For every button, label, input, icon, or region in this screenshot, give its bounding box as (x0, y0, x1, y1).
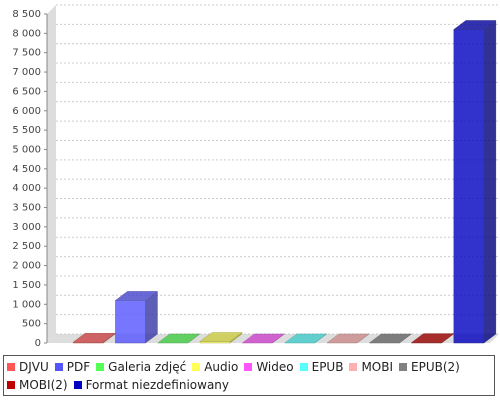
legend-item: MOBI (349, 358, 393, 376)
legend-item: PDF (54, 358, 91, 376)
legend-label: Wideo (256, 360, 294, 374)
y-tick-label: 3 000 (12, 222, 41, 233)
legend-label: Galeria zdjęć (108, 360, 187, 374)
y-tick-label: 6 000 (12, 106, 41, 117)
y-tick-label: 1 000 (12, 299, 41, 310)
bar (410, 333, 455, 344)
y-tick-label: 7 000 (12, 67, 41, 78)
left-wall (47, 5, 56, 343)
legend-label: EPUB (311, 360, 344, 374)
bar-side (102, 332, 116, 344)
bar-side (145, 290, 158, 344)
y-tick-label: 5 000 (12, 144, 41, 155)
legend-swatch (399, 363, 408, 371)
legend-item: EPUB (299, 358, 344, 376)
legend-label: MOBI (361, 360, 394, 374)
y-tick-label: 4 500 (12, 164, 41, 175)
legend-swatch (349, 363, 358, 371)
y-tick-label: 4 000 (12, 183, 41, 194)
legend-item: EPUB(2) (399, 358, 460, 376)
legend-item: DJVU (7, 358, 49, 376)
bar-side (483, 19, 497, 344)
bar (283, 333, 328, 344)
bar (114, 290, 159, 344)
y-tick-label: 0 (35, 338, 41, 349)
y-tick-label: 5 500 (12, 125, 41, 136)
legend-item: Audio (192, 358, 238, 376)
plot: 0 500 1 000 1 500 2 000 2 500 3 000 3 500 4 000 4… (12, 4, 499, 349)
bar (199, 331, 243, 344)
bar-side (314, 333, 327, 344)
legend-label: MOBI(2) (19, 378, 68, 392)
y-tick-label: 1 500 (12, 280, 41, 291)
y-tick-label: 2 000 (12, 261, 41, 272)
bar (453, 19, 497, 344)
bar-side (399, 333, 412, 344)
y-tick-label: 3 500 (12, 203, 41, 214)
legend-swatch (299, 363, 308, 371)
bar-side (272, 333, 285, 344)
bar (157, 333, 201, 344)
legend-swatch (73, 381, 82, 389)
legend-swatch (96, 363, 105, 371)
bar-front (453, 29, 485, 344)
legend-swatch (54, 363, 63, 371)
legend-label: Audio (204, 360, 239, 374)
legend: DJVU PDF Galeria zdjęć Audio Wideo EPUB MOBI EP… (3, 355, 495, 396)
legend-item: Wideo (244, 358, 294, 376)
legend-label: EPUB(2) (411, 360, 460, 374)
y-tick-label: 6 500 (12, 86, 41, 97)
y-tick-label: 8 500 (12, 9, 41, 20)
legend-item: Format niezdefiniowany (73, 376, 230, 394)
legend-item: Galeria zdjęć (96, 358, 186, 376)
y-tick-label: 7 500 (12, 48, 41, 59)
legend-label: PDF (66, 360, 91, 374)
bar (368, 333, 412, 344)
bar-side (356, 333, 370, 344)
legend-swatch (244, 363, 253, 371)
bar (72, 332, 116, 344)
legend-swatch (7, 381, 15, 389)
bar-front (115, 300, 146, 344)
y-tick-label: 2 500 (12, 241, 41, 252)
legend-swatch (7, 363, 15, 371)
legend-label: Format niezdefiniowany (85, 378, 230, 392)
bar (241, 333, 286, 344)
bar (326, 333, 370, 344)
legend-swatch (192, 363, 201, 371)
bar-side (441, 333, 454, 344)
legend-item: MOBI(2) (7, 376, 68, 394)
y-tick-label: 500 (22, 319, 41, 330)
bar-side (229, 331, 243, 344)
legend-label: DJVU (19, 360, 49, 374)
bar-side (187, 333, 200, 344)
y-tick-label: 8 000 (12, 28, 41, 39)
